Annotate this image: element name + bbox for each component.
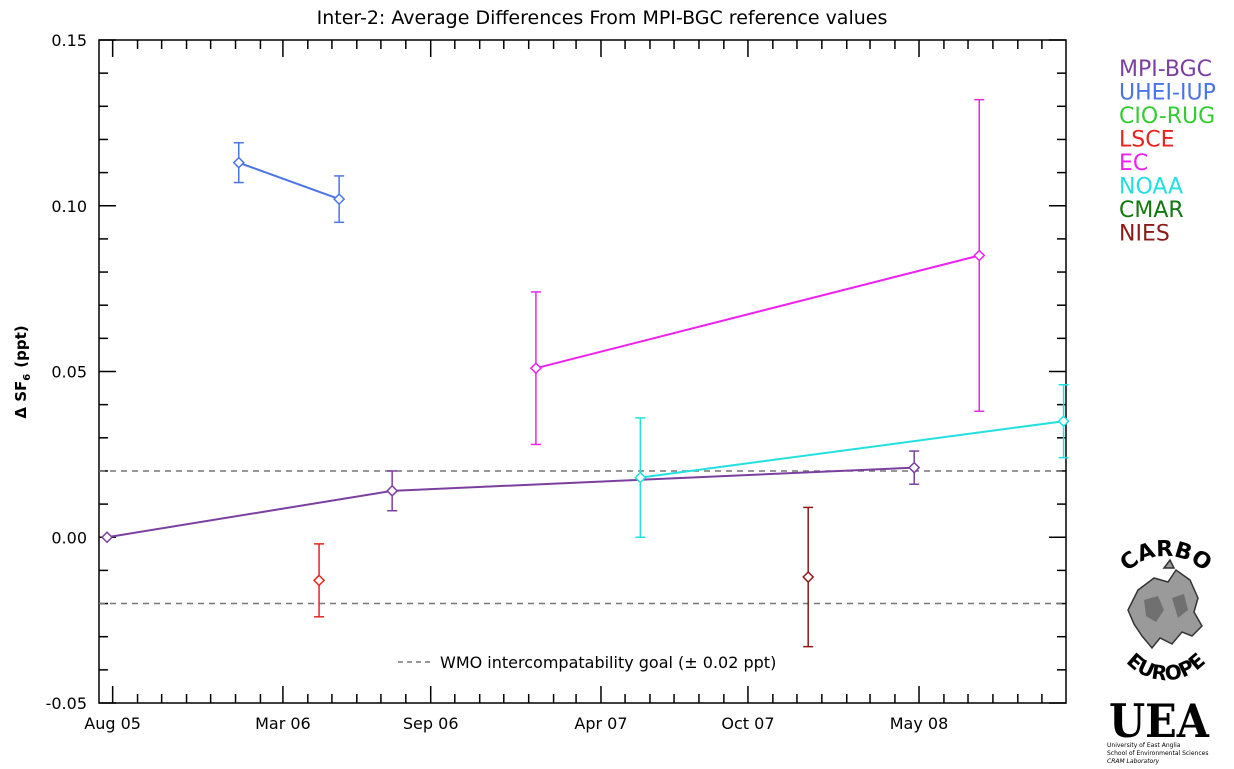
series-noaa <box>634 384 1070 538</box>
legend-entry-cmar: CMAR <box>1119 198 1184 223</box>
data-point-ec <box>529 362 542 375</box>
y-tick-label: -0.05 <box>46 694 87 713</box>
wmo-goal-annotation-text: WMO intercompatability goal (± 0.02 ppt) <box>440 653 776 672</box>
series-line-noaa <box>640 420 1064 479</box>
y-tick-label: 0.15 <box>51 31 87 50</box>
svg-text:EUROPE: EUROPE <box>1122 648 1210 686</box>
y-tick-label: 0.05 <box>51 363 87 382</box>
series-line-mpi-bgc <box>106 466 915 539</box>
series-line-ec <box>535 254 980 370</box>
reference-lines <box>99 470 1066 605</box>
y-axis-label-unit: (ppt) <box>12 325 30 367</box>
series-lsce <box>313 543 326 618</box>
x-tick-label: Sep 06 <box>403 714 459 733</box>
series-nies <box>802 506 815 648</box>
uea-line-2: School of Environmental Sciences <box>1107 750 1208 757</box>
svg-text:CARBO: CARBO <box>1116 540 1216 576</box>
x-tick-label: Oct 07 <box>721 714 774 733</box>
legend-entry-ec: EC <box>1119 151 1148 176</box>
series-ec <box>529 98 986 446</box>
series-layer <box>100 98 1070 648</box>
data-point-lsce <box>313 574 326 587</box>
x-tick-label: Aug 05 <box>84 714 141 733</box>
axis-ticks <box>99 39 1066 704</box>
europe-text: EUROPE <box>1122 648 1210 686</box>
carbo-text: CARBO <box>1116 540 1216 576</box>
data-point-mpi-bgc <box>386 484 399 497</box>
uea-letters: UEA <box>1109 694 1210 748</box>
x-tick-label: Apr 07 <box>574 714 627 733</box>
uea-line-1: University of East Anglia <box>1107 742 1181 749</box>
wmo-goal-annotation: WMO intercompatability goal (± 0.02 ppt) <box>398 653 776 672</box>
data-point-nies <box>802 570 815 584</box>
legend-entry-cio-rug: CIO-RUG <box>1119 104 1215 129</box>
chart-title: Inter-2: Average Differences From MPI-BG… <box>317 7 888 29</box>
legend-entry-mpi-bgc: MPI-BGC <box>1119 57 1212 82</box>
y-axis-label-subscript: 6 <box>22 374 33 381</box>
uea-logo: UEA University of East Anglia School of … <box>1107 694 1210 765</box>
data-point-uhei-iup <box>232 156 245 169</box>
data-point-uhei-iup <box>333 193 346 206</box>
x-tick-label: Mar 06 <box>255 714 311 733</box>
data-point-noaa <box>1057 415 1070 428</box>
x-tick-labels: Aug 05 Mar 06 Sep 06 Apr 07 Oct 07 May 08 <box>84 714 948 733</box>
y-tick-label: 0.00 <box>51 528 87 547</box>
carbo-europe-logo: CARBO EUROPE <box>1116 540 1216 686</box>
legend-entry-nies: NIES <box>1119 222 1170 247</box>
y-tick-labels: -0.05 0.00 0.05 0.10 0.15 <box>46 31 87 713</box>
legend-entry-uhei-iup: UHEI-IUP <box>1119 81 1216 106</box>
x-tick-label: May 08 <box>890 714 949 733</box>
data-point-mpi-bgc <box>908 461 921 474</box>
data-point-mpi-bgc <box>100 531 114 544</box>
legend-entry-noaa: NOAA <box>1119 175 1183 200</box>
uea-line-3: CRAM Laboratory <box>1107 758 1160 765</box>
legend-entry-lsce: LSCE <box>1119 128 1174 153</box>
series-mpi-bgc <box>100 450 921 544</box>
series-line-uhei-iup <box>238 161 340 201</box>
series-uhei-iup <box>232 142 346 224</box>
y-axis-label-main: Δ SF <box>12 381 30 419</box>
data-point-ec <box>973 249 986 262</box>
y-tick-label: 0.10 <box>51 197 87 216</box>
y-axis-label: Δ SF6 (ppt) <box>12 325 33 418</box>
europe-map-shape <box>1127 558 1203 650</box>
data-point-noaa <box>634 471 647 484</box>
